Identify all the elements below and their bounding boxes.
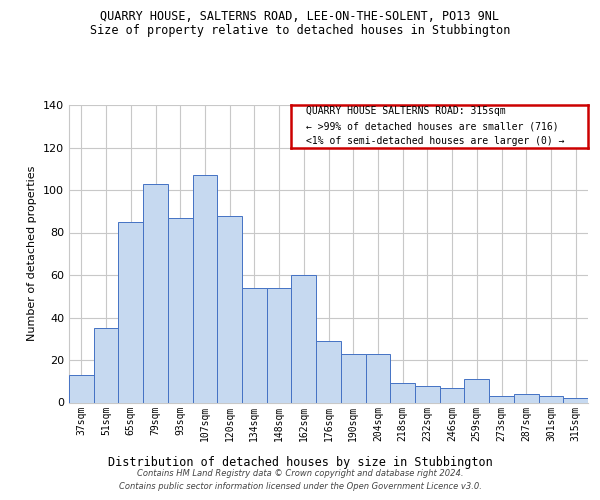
Bar (242, 288, 267, 403)
Bar (94, 328, 118, 402)
Bar (267, 288, 292, 403)
Text: QUARRY HOUSE SALTERNS ROAD: 315sqm
← >99% of detached houses are smaller (716)
<: QUARRY HOUSE SALTERNS ROAD: 315sqm ← >99… (306, 106, 565, 146)
Bar (292, 275, 316, 402)
Bar (217, 216, 242, 402)
Bar (415, 386, 440, 402)
Bar (69, 375, 94, 402)
Text: QUARRY HOUSE, SALTERNS ROAD, LEE-ON-THE-SOLENT, PO13 9NL: QUARRY HOUSE, SALTERNS ROAD, LEE-ON-THE-… (101, 10, 499, 23)
Bar (563, 398, 588, 402)
Text: Distribution of detached houses by size in Stubbington: Distribution of detached houses by size … (107, 456, 493, 469)
Bar (168, 218, 193, 402)
Bar (390, 384, 415, 402)
Bar (118, 222, 143, 402)
Bar (440, 388, 464, 402)
Bar (193, 175, 217, 402)
Bar (341, 354, 365, 403)
Bar (514, 394, 539, 402)
Bar (539, 396, 563, 402)
Bar (316, 341, 341, 402)
Text: Size of property relative to detached houses in Stubbington: Size of property relative to detached ho… (90, 24, 510, 37)
Y-axis label: Number of detached properties: Number of detached properties (28, 166, 37, 342)
Bar (365, 354, 390, 403)
Text: Contains HM Land Registry data © Crown copyright and database right 2024.
Contai: Contains HM Land Registry data © Crown c… (119, 470, 481, 491)
Bar (143, 184, 168, 402)
Bar (464, 379, 489, 402)
Bar (489, 396, 514, 402)
